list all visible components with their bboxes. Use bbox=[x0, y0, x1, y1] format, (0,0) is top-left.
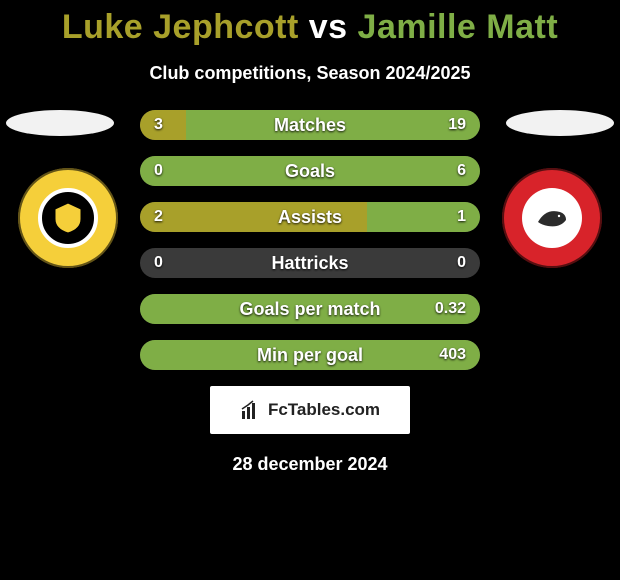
stat-label: Hattricks bbox=[140, 248, 480, 278]
comparison-title: Luke Jephcott vs Jamille Matt bbox=[0, 0, 620, 47]
stat-row: Assists2 1 bbox=[140, 202, 480, 232]
stat-row: Goals per match0.32 bbox=[140, 294, 480, 324]
stat-row: Min per goal403 bbox=[140, 340, 480, 370]
date-text: 28 december 2024 bbox=[0, 454, 620, 475]
stat-label: Assists bbox=[140, 202, 480, 232]
stat-value-right: 403 bbox=[439, 340, 466, 370]
crest-inner-left bbox=[38, 188, 98, 248]
subtitle: Club competitions, Season 2024/2025 bbox=[0, 63, 620, 84]
watermark-text: FcTables.com bbox=[268, 400, 380, 420]
stat-label: Goals bbox=[140, 156, 480, 186]
stat-label: Matches bbox=[140, 110, 480, 140]
bird-icon bbox=[532, 198, 572, 238]
chart-stage: Matches319Goals06Assists21Hattricks00Goa… bbox=[0, 110, 620, 370]
stat-value-right: 0.32 bbox=[435, 294, 466, 324]
player2-name: Jamille Matt bbox=[358, 8, 559, 46]
stat-value-left: 3 bbox=[154, 110, 163, 140]
watermark-badge: FcTables.com bbox=[210, 386, 410, 434]
crest-inner-right bbox=[522, 188, 582, 248]
player1-name: Luke Jephcott bbox=[62, 8, 299, 46]
stat-bars: Matches319Goals06Assists21Hattricks00Goa… bbox=[140, 110, 480, 370]
bar-chart-icon bbox=[240, 399, 262, 421]
stat-row: Goals0 6 bbox=[140, 156, 480, 186]
shield-icon bbox=[51, 201, 85, 235]
stat-value-left: 0 bbox=[154, 156, 163, 186]
club-crest-left bbox=[18, 168, 118, 268]
stat-value-left: 2 bbox=[154, 202, 163, 232]
club-crest-right bbox=[502, 168, 602, 268]
stat-row: Matches3 19 bbox=[140, 110, 480, 140]
stat-label: Goals per match bbox=[140, 294, 480, 324]
shadow-ellipse-right bbox=[506, 110, 614, 136]
stat-label: Min per goal bbox=[140, 340, 480, 370]
vs-text: vs bbox=[309, 8, 348, 46]
stat-value-left: 0 bbox=[154, 248, 163, 278]
crest-outer-left bbox=[18, 168, 118, 268]
stat-value-right: 0 bbox=[457, 248, 466, 278]
stat-value-right: 6 bbox=[457, 156, 466, 186]
stat-value-right: 19 bbox=[448, 110, 466, 140]
crest-outer-right bbox=[502, 168, 602, 268]
stat-value-right: 1 bbox=[457, 202, 466, 232]
stat-row: Hattricks0 0 bbox=[140, 248, 480, 278]
shadow-ellipse-left bbox=[6, 110, 114, 136]
